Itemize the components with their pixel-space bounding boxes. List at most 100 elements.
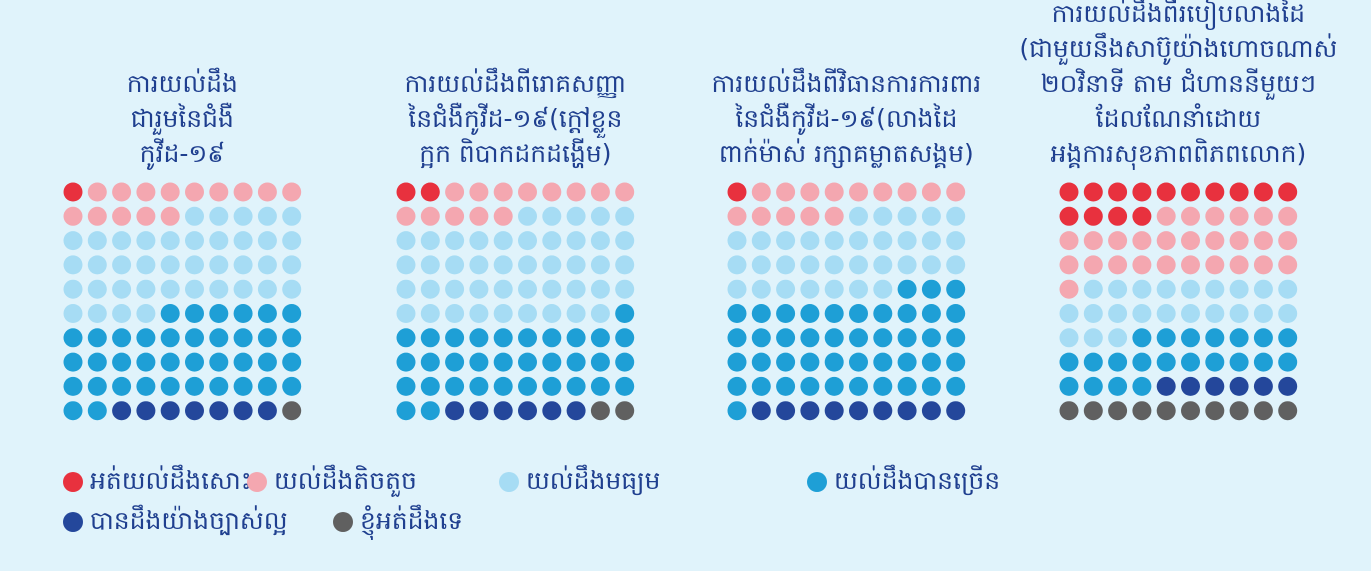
waffle-dot <box>282 376 302 396</box>
waffle-dot <box>209 328 229 348</box>
waffle-dot <box>63 255 83 275</box>
waffle-dot <box>1156 401 1176 421</box>
waffle-dot <box>518 279 537 299</box>
waffle-dot <box>824 352 844 372</box>
waffle-dot <box>396 376 416 396</box>
waffle-dot <box>921 206 941 226</box>
waffle-dot <box>542 401 562 421</box>
legend-label: អត់យល់ដឹងសោះ <box>90 464 252 495</box>
waffle-dot <box>824 231 844 251</box>
waffle-dot <box>1229 376 1249 396</box>
waffle-dot <box>185 231 204 251</box>
waffle-dot <box>1205 182 1225 202</box>
waffle-dot <box>1108 182 1128 202</box>
waffle-dot <box>209 376 229 396</box>
waffle-dot <box>112 255 132 275</box>
waffle-dot <box>897 206 917 226</box>
waffle-dot <box>87 279 107 299</box>
waffle-dot <box>282 279 302 299</box>
panel-title: ជារួមនៃជំងឺ <box>131 102 234 135</box>
waffle-dot <box>1083 206 1103 226</box>
waffle-dot <box>776 304 796 323</box>
waffle-dot <box>493 376 513 396</box>
waffle-dot <box>1205 401 1225 421</box>
waffle-dot <box>396 352 416 372</box>
panel-title: ការយល់ដឹងពីរោគសញ្ញា <box>405 67 627 99</box>
waffle-dot <box>776 328 796 348</box>
waffle-dot <box>233 206 253 226</box>
waffle-dot <box>542 182 562 202</box>
waffle-dot <box>566 182 586 202</box>
waffle-dot <box>824 304 844 323</box>
waffle-dot <box>873 376 893 396</box>
waffle-dot <box>257 304 277 323</box>
waffle-dot <box>873 206 893 226</box>
legend-marker <box>63 512 83 532</box>
waffle-dot <box>946 279 966 299</box>
waffle-dot <box>396 304 416 323</box>
waffle-dot <box>209 255 229 275</box>
waffle-dot <box>136 182 156 202</box>
waffle-dot <box>751 376 771 396</box>
waffle-dot <box>873 352 893 372</box>
waffle-dot <box>1205 279 1225 299</box>
waffle-dot <box>63 304 83 323</box>
waffle-dot <box>87 376 107 396</box>
waffle-dot <box>566 231 586 251</box>
waffle-dot <box>615 279 635 299</box>
waffle-dot <box>282 206 302 226</box>
waffle-dot <box>566 255 586 275</box>
waffle-dot <box>420 182 440 202</box>
waffle-dot <box>1229 401 1249 421</box>
waffle-dot <box>1156 255 1176 275</box>
waffle-dot <box>185 279 204 299</box>
waffle-dot <box>233 279 253 299</box>
waffle-dot <box>1181 328 1200 348</box>
waffle-dot <box>1229 206 1249 226</box>
waffle-dot <box>800 255 820 275</box>
waffle-dot <box>1083 352 1103 372</box>
waffle-dot <box>1181 376 1200 396</box>
waffle-dot <box>87 401 107 421</box>
waffle-dot <box>1132 376 1152 396</box>
waffle-dot <box>897 279 917 299</box>
legend-marker <box>247 472 267 492</box>
panel-title: កូវីដ-១៩ <box>140 138 225 170</box>
waffle-dot <box>420 304 440 323</box>
waffle-dot <box>776 279 796 299</box>
waffle-dot <box>63 231 83 251</box>
waffle-dot <box>396 182 416 202</box>
waffle-dot <box>1229 304 1249 323</box>
panel-title: ការយល់ដឹង <box>127 67 238 98</box>
waffle-dot <box>1059 231 1079 251</box>
waffle-dot <box>776 231 796 251</box>
waffle-dot <box>282 401 302 421</box>
waffle-dot <box>946 352 966 372</box>
waffle-dot <box>493 352 513 372</box>
waffle-dot <box>282 182 302 202</box>
waffle-dot <box>396 206 416 226</box>
waffle-dot <box>1205 231 1225 251</box>
waffle-dot <box>1181 182 1200 202</box>
waffle-dot <box>87 304 107 323</box>
legend-marker <box>807 472 827 492</box>
waffle-dot <box>493 328 513 348</box>
waffle-dot <box>615 206 635 226</box>
waffle-dot <box>751 304 771 323</box>
waffle-dot <box>233 304 253 323</box>
waffle-dot <box>727 231 747 251</box>
waffle-dot <box>615 328 635 348</box>
waffle-dot <box>518 255 537 275</box>
waffle-dot <box>1132 352 1152 372</box>
waffle-dot <box>542 255 562 275</box>
panel-title: ការយល់ដឹងពីរបៀបលាងដៃ <box>1052 0 1305 30</box>
waffle-dot <box>615 255 635 275</box>
panel-title: (ជាមួយនឹងសាប៊ូយ៉ាងហោចណាស់ <box>1019 32 1337 65</box>
legend-marker <box>333 512 353 532</box>
waffle-dot <box>727 376 747 396</box>
legend-marker <box>499 472 519 492</box>
waffle-dot <box>420 352 440 372</box>
waffle-dot <box>282 255 302 275</box>
waffle-dot <box>946 328 966 348</box>
